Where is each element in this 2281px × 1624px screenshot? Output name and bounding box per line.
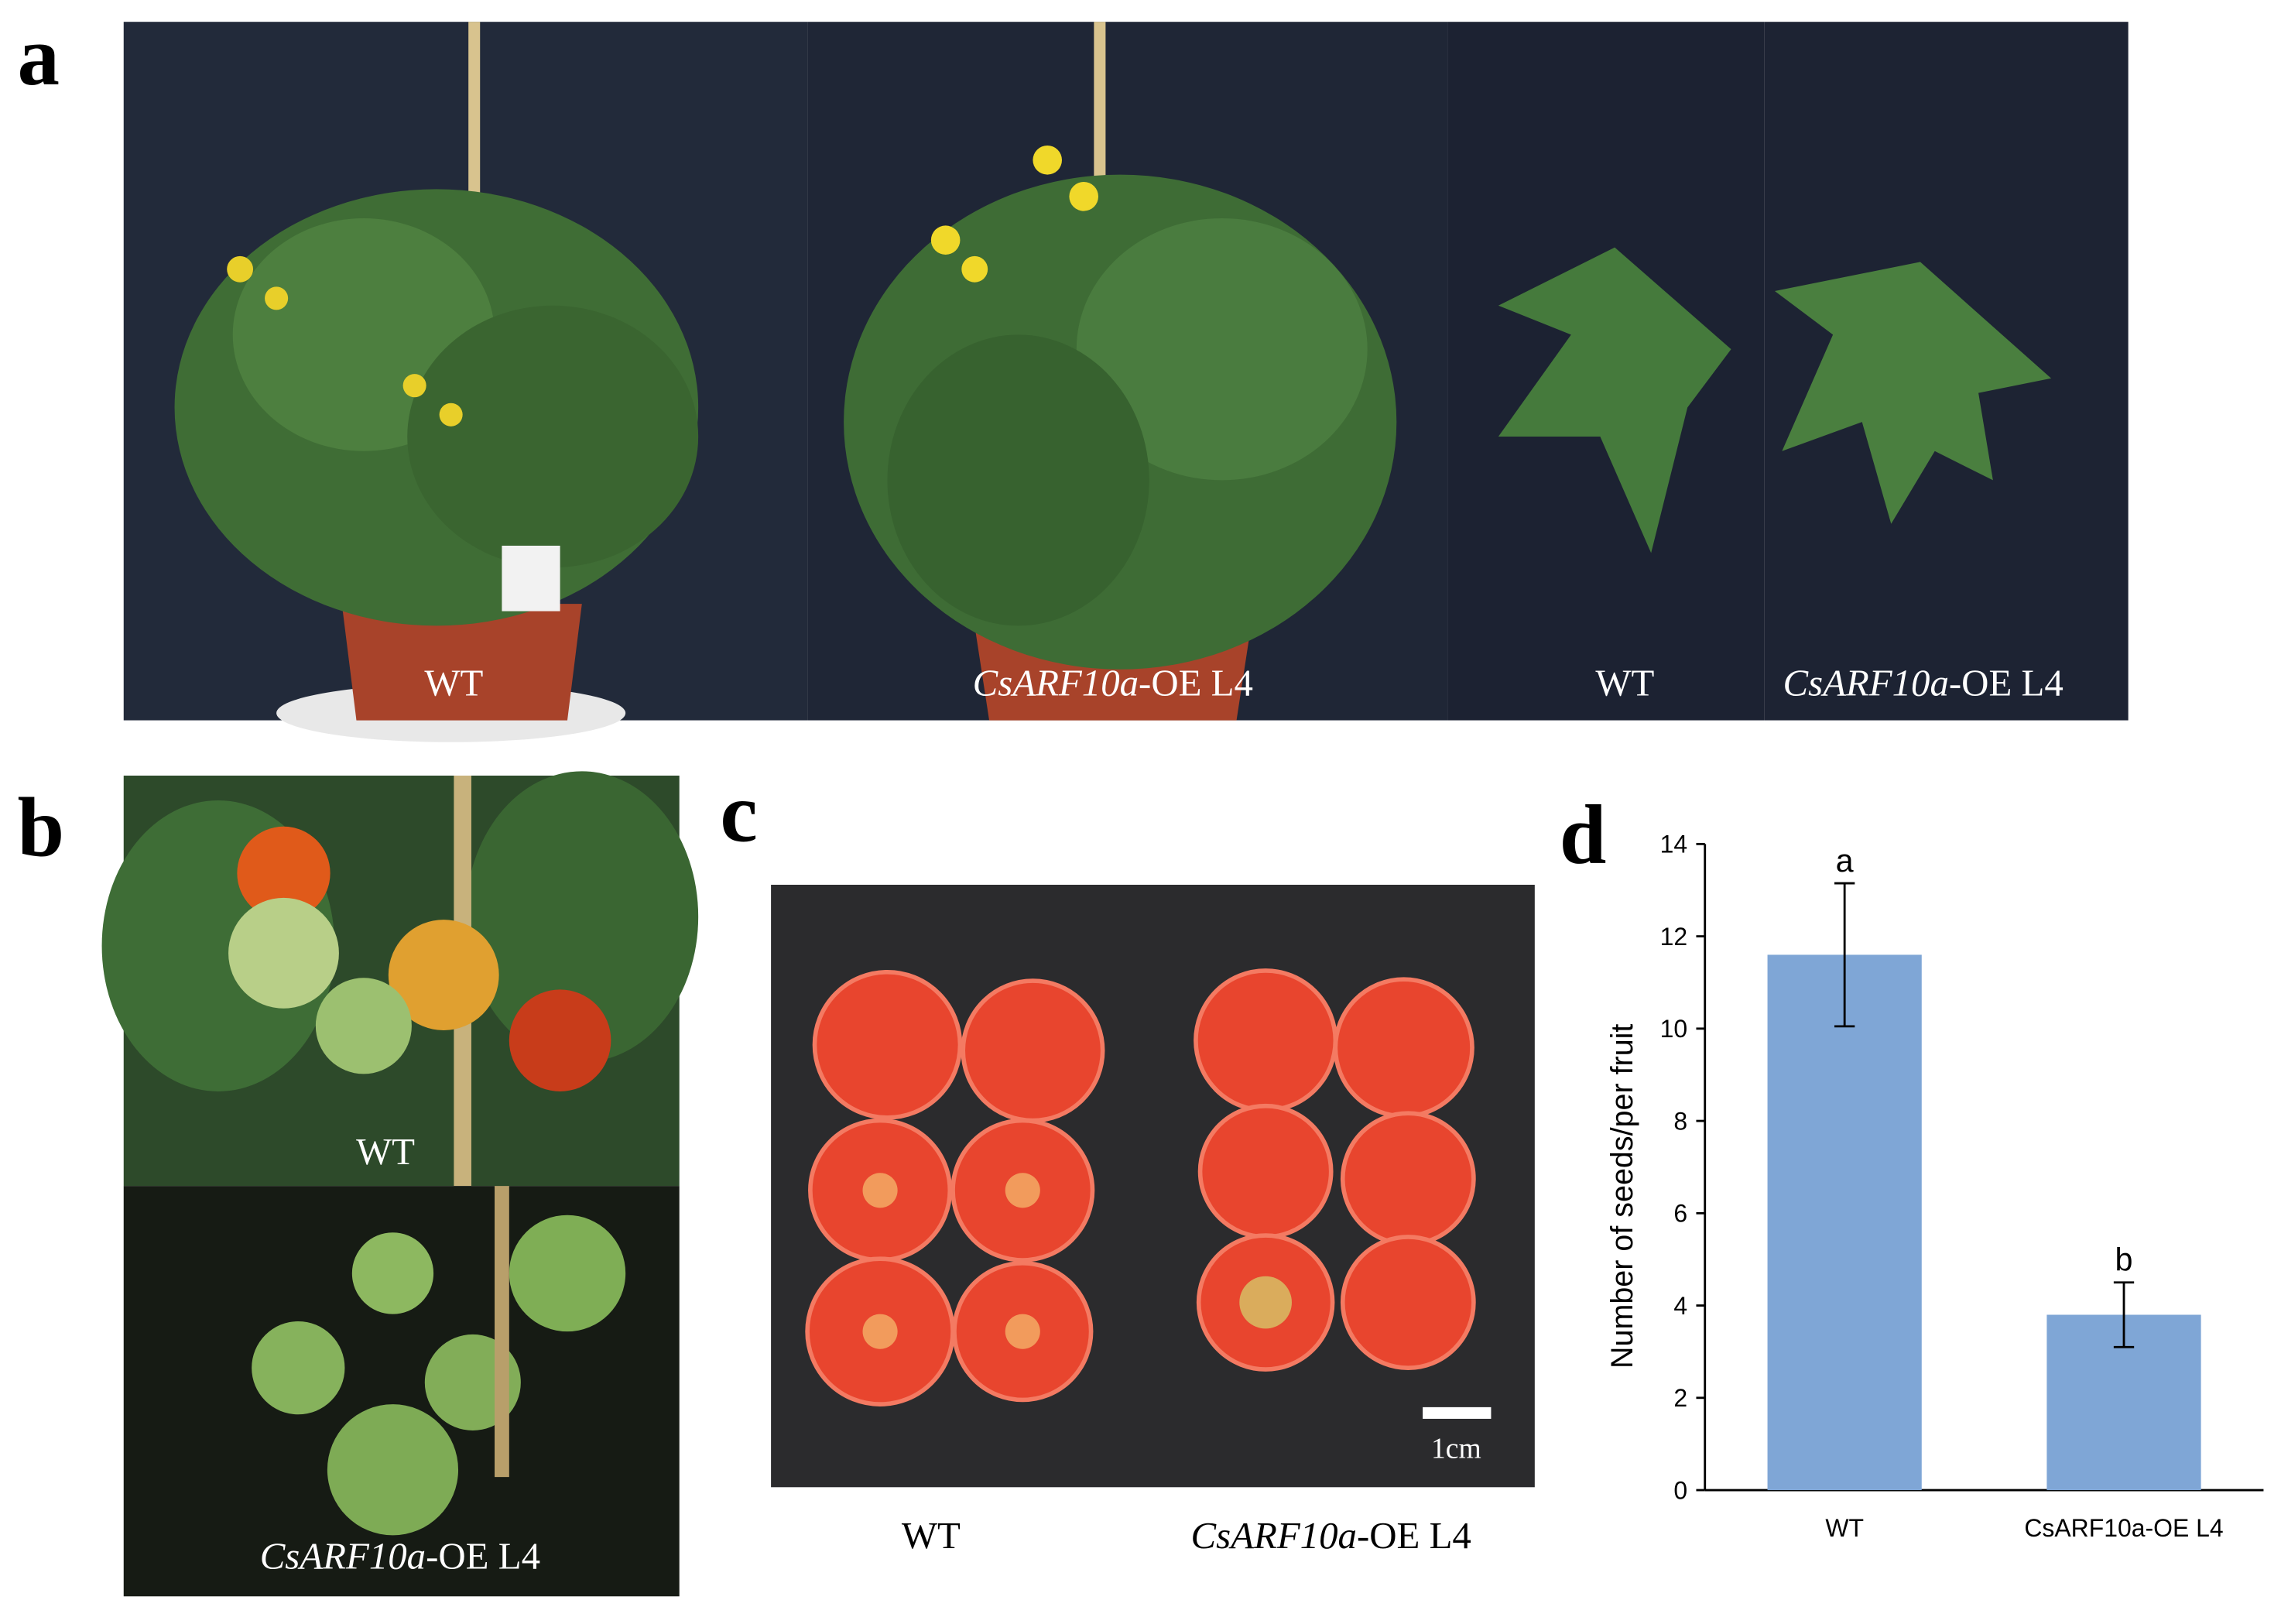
panel-label: d [1560, 788, 1607, 882]
scale-bar-label: 1cm [1431, 1434, 1481, 1465]
y-tick-label: 8 [1673, 1107, 1687, 1135]
significance-letter: b [2115, 1242, 2133, 1278]
caption-text: WT [902, 1514, 961, 1557]
y-tick-label: 10 [1660, 1015, 1688, 1043]
y-tick-label: 12 [1660, 923, 1688, 951]
x-tick-label: CsARF10a-OE L4 [2024, 1514, 2223, 1542]
caption: WT [424, 662, 483, 704]
caption-gene: CsARF10a [260, 1535, 426, 1578]
y-tick-label: 4 [1673, 1292, 1687, 1320]
panel-label: a [18, 9, 60, 103]
y-tick-label: 2 [1673, 1384, 1687, 1412]
panel-label: c [720, 766, 757, 860]
caption-text: -OE L4 [1949, 662, 2064, 704]
caption-text: -OE L4 [1139, 662, 1253, 704]
caption-text: -OE L4 [1357, 1514, 1471, 1557]
y-tick-label: 14 [1660, 831, 1688, 858]
y-tick-label: 6 [1673, 1200, 1687, 1228]
caption: WT [902, 1514, 961, 1557]
significance-letter: a [1836, 843, 1854, 879]
panel-a-photos [123, 22, 2129, 742]
bar-chart: 0 2 4 6 8 10 12 14 Number of seeds/per fruit a WT b… [1605, 831, 2264, 1542]
caption: CsARF10a-OE L4 [1191, 1514, 1471, 1557]
caption: CsARF10a-OE L4 [260, 1535, 540, 1578]
caption-text: WT [424, 662, 483, 704]
bar [1767, 954, 1922, 1491]
caption-text: WT [356, 1130, 415, 1173]
caption: WT [356, 1130, 415, 1173]
x-tick-label: WT [1825, 1514, 1864, 1542]
caption-text: -OE L4 [426, 1535, 540, 1578]
panel-label: b [18, 780, 65, 874]
panel-b-photos [101, 771, 699, 1597]
caption-text: WT [1595, 662, 1654, 704]
y-tick-label: 0 [1673, 1476, 1687, 1504]
caption: WT [1595, 662, 1654, 704]
panel-c-photo [771, 884, 1535, 1488]
y-axis-label: Number of seeds/per fruit [1605, 1024, 1639, 1369]
caption: CsARF10a-OE L4 [973, 662, 1253, 704]
caption: CsARF10a-OE L4 [1783, 662, 2064, 704]
caption-gene: CsARF10a [1191, 1514, 1357, 1557]
caption-gene: CsARF10a [1783, 662, 1949, 704]
caption-gene: CsARF10a [973, 662, 1139, 704]
